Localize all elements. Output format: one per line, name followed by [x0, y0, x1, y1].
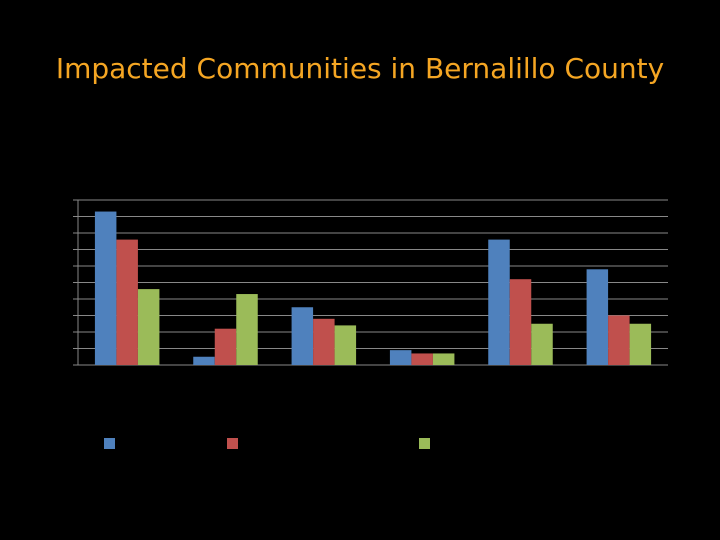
bar	[193, 356, 215, 365]
bar	[509, 279, 532, 365]
bar	[586, 269, 609, 365]
bar	[313, 318, 335, 365]
bar	[334, 325, 357, 365]
bar	[411, 353, 433, 365]
bar	[488, 239, 510, 365]
bar	[137, 289, 160, 365]
bar	[432, 353, 455, 365]
legend-marker	[419, 438, 430, 449]
bar	[94, 211, 117, 365]
chart-title: Impacted Communities in Bernalillo Count…	[56, 52, 664, 85]
bar	[214, 328, 237, 365]
bar	[291, 307, 314, 365]
bar	[389, 350, 412, 365]
bar	[531, 323, 553, 365]
legend-marker	[104, 438, 115, 449]
bar	[629, 323, 652, 365]
bar	[236, 294, 258, 365]
bar	[116, 239, 138, 365]
legend-marker	[227, 438, 238, 449]
bar	[608, 315, 630, 365]
